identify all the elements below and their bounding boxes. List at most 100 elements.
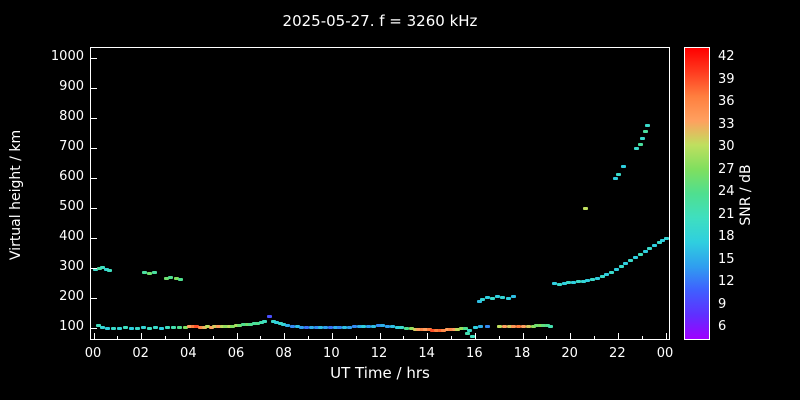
- data-point: [660, 238, 666, 242]
- data-point: [170, 325, 176, 329]
- data-point: [497, 325, 503, 329]
- data-point: [375, 324, 381, 328]
- data-point: [201, 325, 207, 329]
- colorbar-tick-label: 33: [718, 116, 735, 132]
- data-point: [480, 297, 486, 301]
- data-point: [313, 325, 319, 329]
- data-point: [516, 325, 522, 329]
- data-point: [342, 325, 348, 329]
- data-point: [100, 265, 106, 269]
- data-point: [437, 328, 443, 332]
- x-axis-label: UT Time / hrs: [330, 364, 430, 382]
- data-point: [164, 326, 170, 330]
- data-point: [105, 327, 111, 330]
- data-point: [490, 297, 496, 300]
- data-point: [604, 273, 610, 277]
- data-point: [223, 325, 229, 329]
- data-point: [117, 327, 123, 330]
- data-point: [566, 281, 572, 285]
- data-point: [277, 321, 283, 325]
- colorbar-tick-label: 42: [718, 49, 735, 64]
- data-point: [478, 325, 484, 329]
- data-point: [590, 278, 596, 282]
- data-point: [158, 327, 164, 330]
- data-point: [525, 325, 531, 329]
- data-point: [580, 279, 586, 283]
- data-point: [434, 328, 439, 332]
- data-point: [585, 278, 591, 282]
- data-point: [575, 280, 581, 284]
- y-tick-mark: [91, 207, 97, 209]
- x-tick-mark: [93, 333, 95, 339]
- data-point: [177, 277, 183, 281]
- data-point: [416, 327, 422, 331]
- data-point: [505, 296, 511, 300]
- data-point: [644, 123, 650, 127]
- x-tick-mark: [427, 333, 429, 339]
- data-point: [637, 252, 643, 256]
- data-point: [289, 324, 295, 328]
- data-point: [168, 275, 174, 279]
- data-point: [304, 325, 310, 329]
- colorbar-tick-label: 21: [718, 206, 735, 222]
- data-point: [469, 334, 475, 338]
- data-point: [205, 325, 211, 329]
- x-tick-label: 12: [370, 346, 388, 361]
- data-point: [423, 328, 429, 332]
- x-tick-label: 00: [656, 346, 674, 361]
- colorbar-tick-label: 30: [718, 139, 735, 154]
- y-tick-mark: [91, 87, 97, 89]
- x-tick-mark: [594, 336, 595, 339]
- data-point: [190, 324, 196, 328]
- data-point: [270, 320, 276, 324]
- data-point: [385, 324, 391, 328]
- y-tick-label: 700: [59, 139, 84, 154]
- y-tick-label: 1000: [50, 49, 84, 64]
- data-point: [537, 324, 543, 327]
- x-tick-mark: [236, 333, 238, 339]
- data-point: [404, 326, 410, 330]
- x-tick-mark: [212, 336, 214, 339]
- data-point: [93, 267, 99, 271]
- data-point: [561, 282, 567, 285]
- x-tick-mark: [117, 336, 119, 339]
- data-point: [408, 327, 414, 331]
- colorbar-tick-label: 9: [718, 296, 727, 312]
- data-point: [174, 276, 180, 280]
- data-point: [152, 326, 158, 330]
- data-point: [198, 325, 204, 329]
- data-point: [530, 324, 536, 328]
- y-tick-label: 300: [59, 259, 84, 274]
- data-point: [430, 328, 436, 332]
- data-point: [616, 173, 622, 177]
- x-tick-mark: [570, 333, 572, 339]
- data-point: [634, 147, 640, 150]
- y-tick-mark: [91, 297, 97, 299]
- data-point: [176, 326, 182, 330]
- data-point: [389, 325, 395, 329]
- data-point: [100, 325, 106, 329]
- x-tick-label: 04: [180, 346, 197, 361]
- data-point: [609, 270, 615, 274]
- data-point: [151, 271, 157, 275]
- data-point: [237, 324, 243, 327]
- data-point: [107, 268, 113, 272]
- data-point: [426, 328, 432, 332]
- data-point: [582, 207, 588, 210]
- data-point: [652, 243, 658, 247]
- data-point: [122, 326, 128, 330]
- data-point: [327, 325, 333, 329]
- y-tick-label: 100: [59, 319, 84, 334]
- data-point: [473, 326, 479, 330]
- data-point: [262, 320, 268, 324]
- y-tick-label: 600: [59, 169, 84, 184]
- data-point: [494, 294, 500, 298]
- data-point: [464, 331, 470, 335]
- x-tick-label: 08: [275, 346, 292, 361]
- data-point: [455, 327, 461, 331]
- x-tick-label: 02: [132, 346, 149, 361]
- data-point: [146, 327, 152, 330]
- data-point: [556, 282, 562, 286]
- data-point: [642, 249, 648, 253]
